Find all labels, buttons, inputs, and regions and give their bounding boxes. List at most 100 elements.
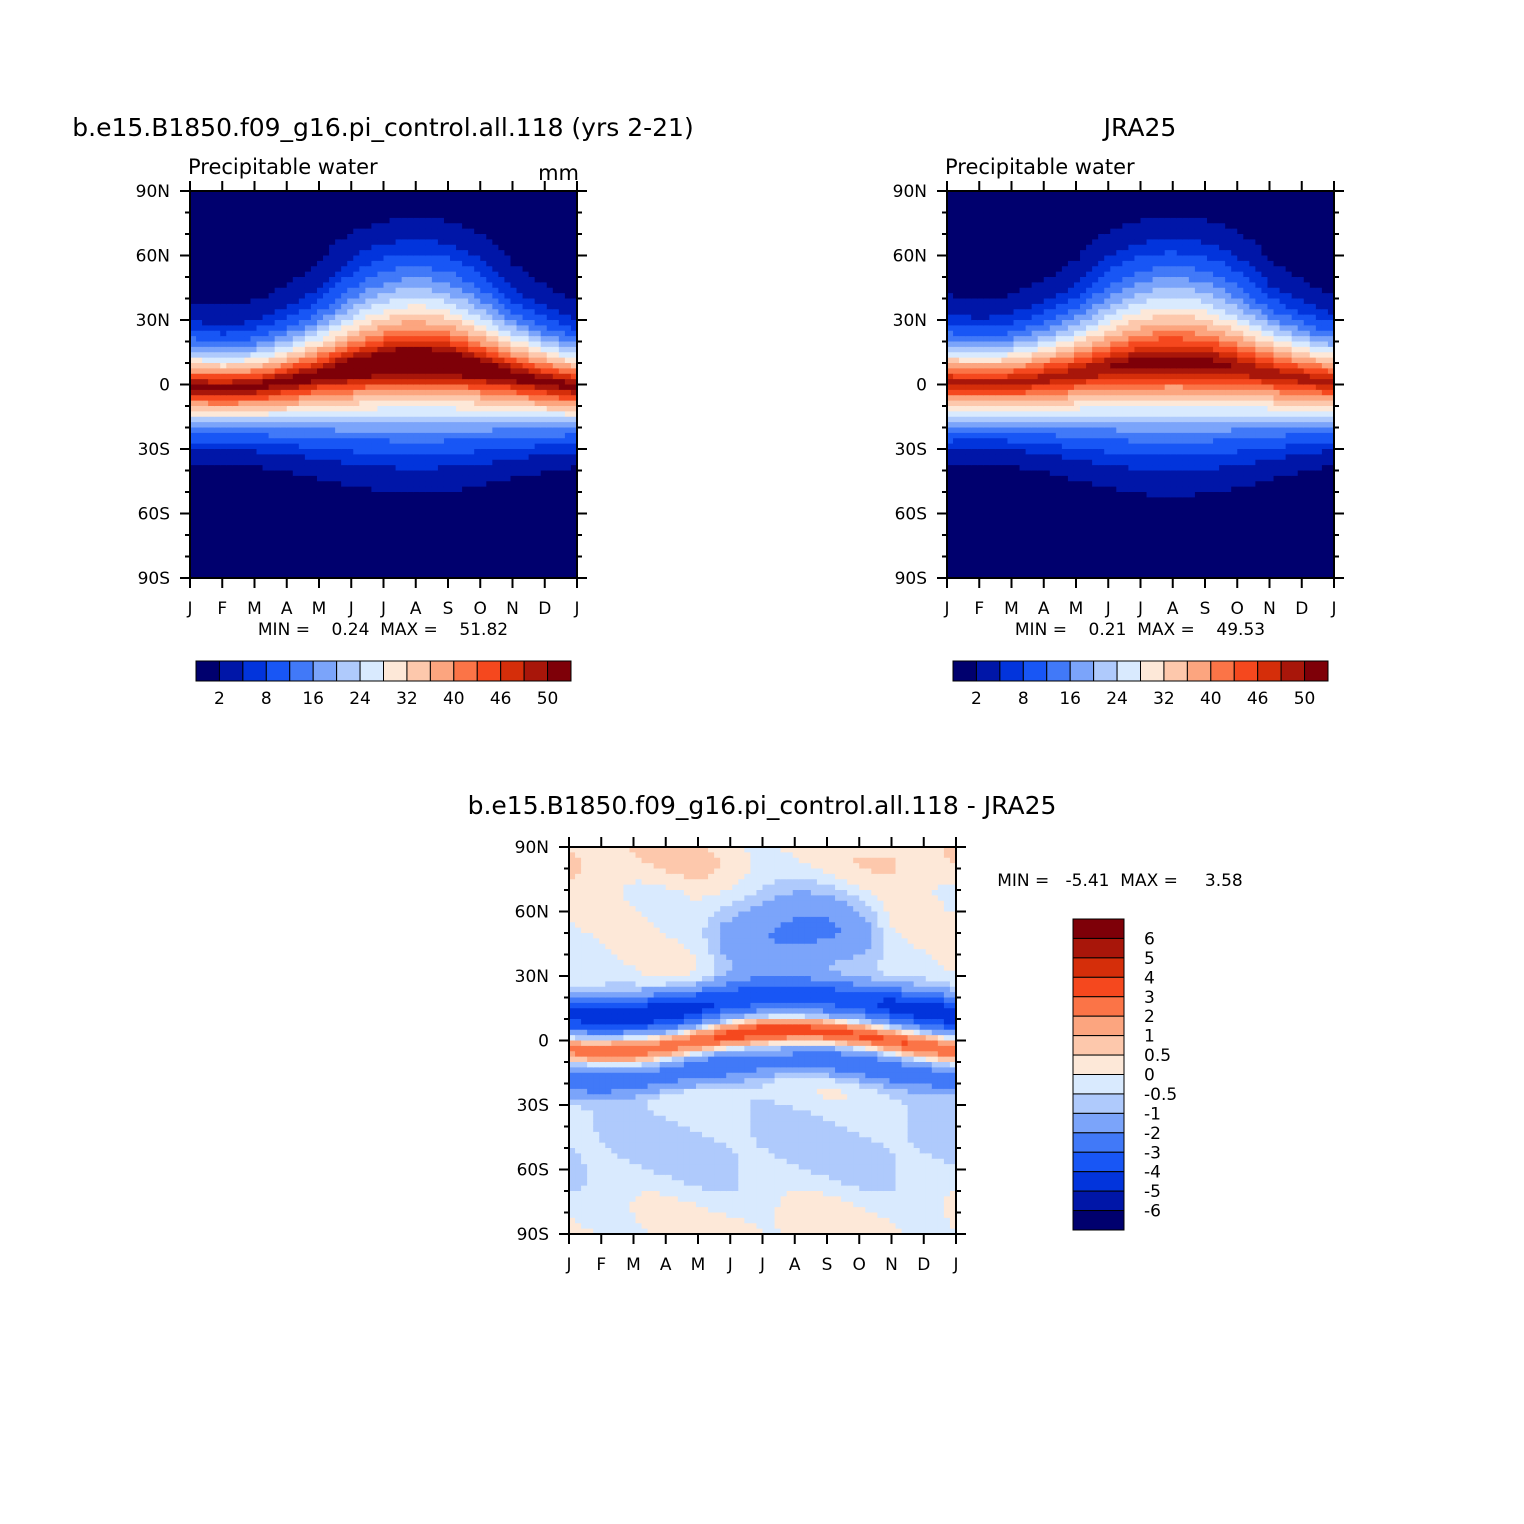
contour-cell (474, 282, 481, 289)
contour-cell (516, 196, 524, 203)
contour-cell (365, 492, 373, 498)
contour-cell (208, 465, 215, 472)
contour-cell (546, 389, 554, 396)
contour-cell (262, 271, 270, 278)
contour-cell (546, 508, 554, 515)
contour-cell (959, 201, 966, 208)
contour-cell (522, 341, 530, 348)
contour-cell (395, 228, 403, 235)
contour-cell (323, 346, 330, 353)
contour-cell (570, 384, 578, 391)
contour-cell (341, 217, 348, 224)
contour-cell (202, 191, 209, 197)
contour-cell (570, 303, 578, 310)
contour-cell (504, 389, 512, 396)
contour-cell (335, 422, 342, 429)
contour-cell (286, 282, 294, 289)
contour-cell (522, 572, 530, 579)
contour-cell (377, 470, 385, 477)
panel-obs-title: JRA25 (1102, 113, 1177, 142)
contour-cell (407, 346, 415, 353)
contour-cell (353, 303, 360, 310)
contour-cell (401, 352, 409, 359)
contour-cell (947, 373, 954, 380)
contour-cell (462, 250, 469, 257)
contour-cell (540, 368, 548, 375)
contour-cell (431, 201, 439, 208)
contour-cell (462, 524, 469, 531)
contour-cell (226, 492, 233, 498)
contour-cell (262, 551, 270, 558)
contour-cell (401, 379, 409, 386)
contour-cell (232, 303, 239, 310)
contour-cell (262, 556, 270, 563)
contour-cell (256, 529, 264, 536)
contour-cell (504, 443, 512, 450)
contour-cell (413, 432, 421, 439)
contour-cell (552, 266, 560, 273)
contour-cell (310, 336, 318, 343)
contour-cell (359, 443, 366, 450)
contour-cell (323, 561, 330, 568)
contour-cell (341, 454, 348, 461)
contour-cell (552, 529, 560, 536)
contour-cell (365, 207, 373, 214)
contour-cell (341, 432, 348, 439)
contour-cell (256, 400, 264, 407)
contour-cell (401, 395, 409, 402)
contour-cell (304, 411, 312, 418)
contour-cell (504, 432, 512, 439)
contour-cell (335, 572, 342, 579)
contour-cell (570, 497, 578, 504)
contour-cell (298, 271, 306, 278)
contour-cell (226, 298, 233, 305)
contour-cell (528, 346, 536, 353)
contour-cell (280, 443, 288, 450)
contour-cell (480, 389, 487, 396)
contour-cell (304, 427, 312, 434)
contour-cell (540, 341, 548, 348)
contour-cell (323, 551, 330, 558)
contour-cell (341, 411, 348, 418)
contour-cell (468, 266, 475, 273)
contour-cell (196, 357, 203, 364)
contour-cell (480, 217, 487, 224)
contour-cell (353, 277, 360, 283)
contour-cell (214, 427, 221, 434)
contour-cell (202, 255, 209, 262)
contour-cell (437, 411, 445, 418)
colorbar-box (547, 660, 572, 682)
contour-cell (190, 475, 197, 482)
contour-cell (202, 475, 209, 482)
contour-cell (238, 368, 246, 375)
contour-cell (214, 207, 221, 214)
contour-cell (462, 320, 469, 326)
contour-cell (540, 459, 548, 466)
contour-cell (304, 293, 312, 300)
contour-cell (298, 207, 306, 214)
contour-cell (395, 260, 403, 267)
contour-cell (244, 481, 252, 488)
contour-cell (292, 357, 300, 364)
contour-cell (510, 508, 518, 515)
contour-cell (214, 567, 221, 574)
contour-cell (238, 465, 246, 472)
contour-cell (431, 545, 439, 552)
contour-cell (510, 438, 518, 445)
contour-cell (558, 497, 566, 504)
contour-cell (953, 336, 960, 343)
contour-cell (250, 492, 258, 498)
contour-cell (401, 432, 409, 439)
contour-cell (528, 529, 536, 536)
contour-cell (474, 228, 481, 235)
contour-cell (965, 341, 972, 348)
contour-cell (286, 352, 294, 359)
contour-cell (202, 320, 209, 326)
contour-cell (238, 244, 246, 251)
contour-cell (468, 502, 475, 509)
contour-cell (310, 470, 318, 477)
contour-cell (450, 556, 457, 563)
contour-cell (268, 244, 276, 251)
contour-cell (335, 244, 342, 251)
contour-cell (353, 406, 360, 412)
